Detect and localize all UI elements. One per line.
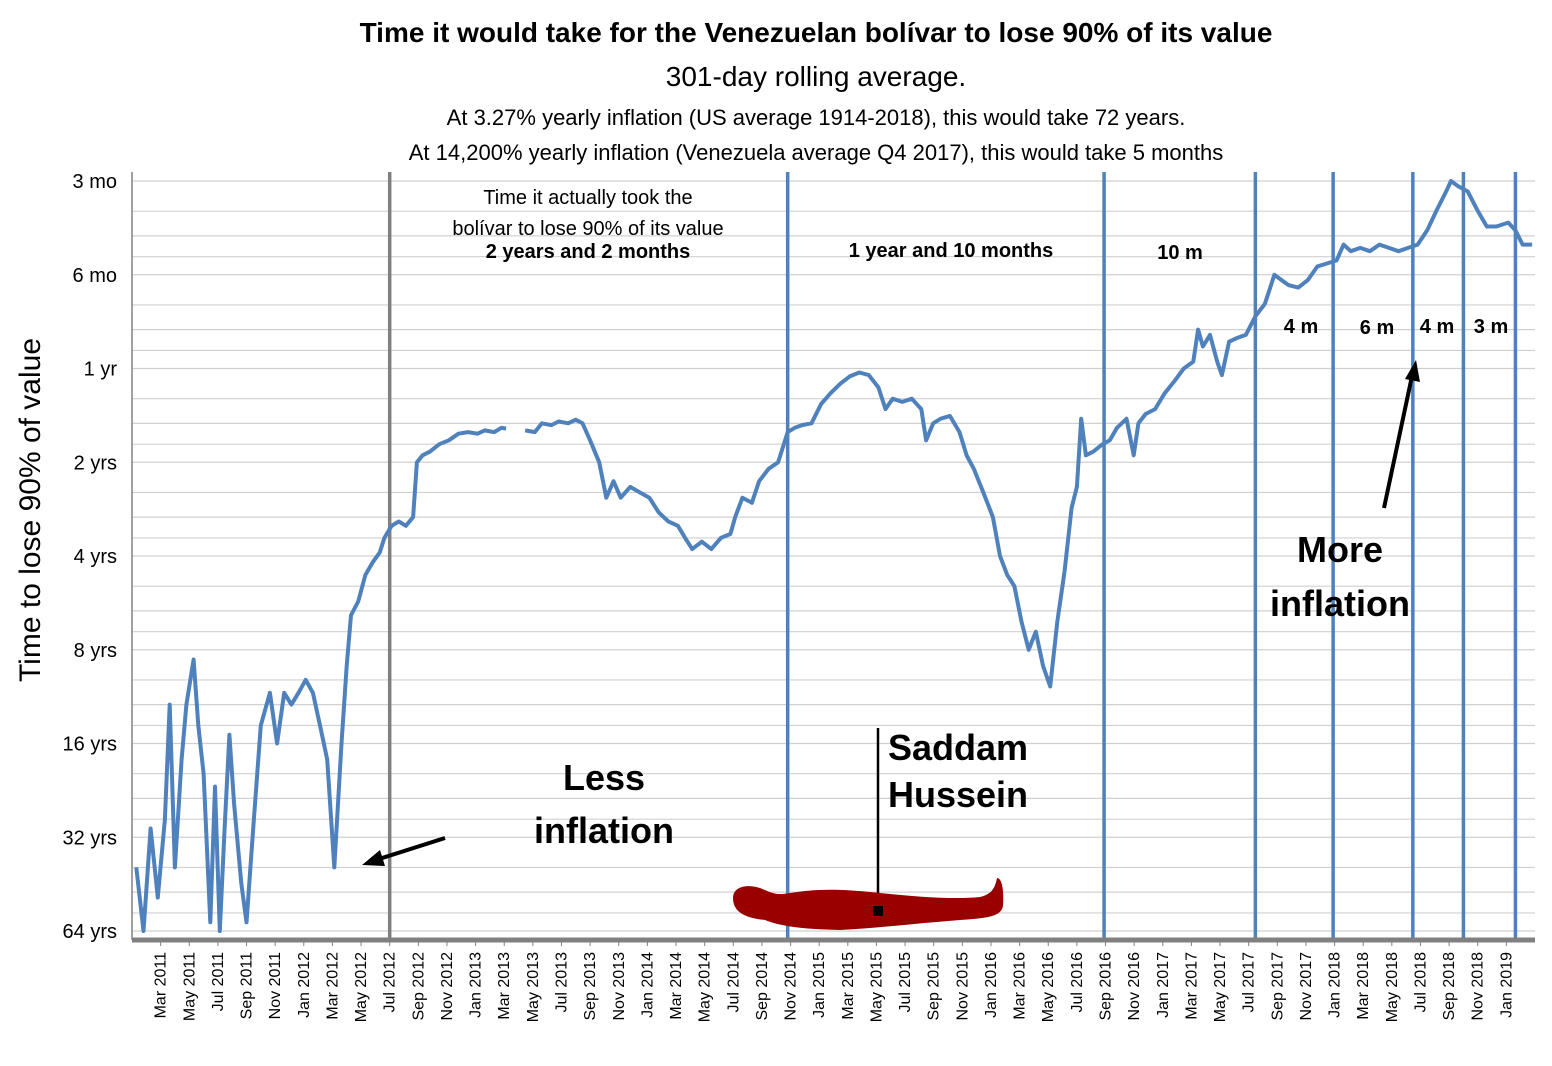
chart-note-1: At 3.27% yearly inflation (US average 19… — [447, 105, 1186, 130]
x-tick-label: Sep 2014 — [754, 952, 771, 1021]
x-tick-label: Sep 2016 — [1098, 952, 1115, 1021]
y-tick-label: 64 yrs — [63, 921, 117, 943]
period-label-1: 2 years and 2 months — [486, 241, 691, 263]
saddam-pointer-end — [873, 906, 883, 916]
y-tick-label: 32 yrs — [63, 827, 117, 849]
x-tick-label: Sep 2015 — [926, 952, 943, 1021]
x-tick-label: Jan 2014 — [639, 952, 656, 1018]
x-tick-label: Mar 2016 — [1012, 952, 1029, 1020]
x-tick-label: Jul 2014 — [725, 952, 742, 1013]
x-tick-label: Mar 2012 — [324, 952, 341, 1020]
x-tick-label: May 2012 — [353, 952, 370, 1022]
x-tick-label: Mar 2018 — [1355, 952, 1372, 1020]
less-inflation-arrowhead — [362, 850, 385, 866]
period-label-5: 6 m — [1360, 317, 1394, 339]
period-label-2: 1 year and 10 months — [849, 240, 1054, 262]
more-inflation-arrow — [1382, 375, 1414, 509]
x-tick-label: Mar 2014 — [668, 952, 685, 1020]
x-tick-label: Nov 2016 — [1126, 952, 1143, 1021]
more-inflation-line-1: More — [1297, 529, 1383, 570]
x-tick-label: Jul 2012 — [382, 952, 399, 1013]
series-group — [134, 179, 1533, 933]
less-inflation-arrow — [375, 836, 446, 862]
x-tick-label: May 2011 — [181, 952, 198, 1021]
period-label-3: 10 m — [1157, 242, 1203, 264]
x-tick-label: Jul 2011 — [210, 952, 227, 1011]
x-tick-label: May 2018 — [1384, 952, 1401, 1022]
x-tick-label: Jan 2016 — [983, 952, 1000, 1018]
less-inflation-line-2: inflation — [534, 810, 674, 851]
x-tick-label: Sep 2017 — [1269, 952, 1286, 1021]
x-ticks: Mar 2011 May 2011 Jul 2011 Sep 2011 Nov 2011… — [153, 940, 1515, 1022]
saddam-figure-icon — [733, 878, 1004, 930]
y-ticks: 3 mo 6 mo 1 yr 2 yrs 4 yrs 8 yrs 16 yrs 32 yrs 6… — [63, 171, 118, 943]
x-tick-label: Sep 2012 — [410, 952, 427, 1021]
grid — [132, 180, 1535, 932]
x-tick-label: Jan 2015 — [811, 952, 828, 1018]
y-axis-label: Time to lose 90% of value — [14, 338, 47, 682]
x-tick-label: Sep 2013 — [582, 952, 599, 1021]
y-tick-label: 3 mo — [73, 171, 117, 193]
period-label-4: 4 m — [1284, 316, 1318, 338]
x-tick-label: Jul 2016 — [1069, 952, 1086, 1013]
y-tick-label: 6 mo — [73, 265, 117, 287]
x-tick-label: Jan 2019 — [1498, 952, 1515, 1018]
x-tick-label: May 2013 — [525, 952, 542, 1022]
x-tick-label: May 2017 — [1212, 952, 1229, 1022]
y-tick-label: 1 yr — [84, 359, 118, 381]
x-tick-label: Sep 2018 — [1441, 952, 1458, 1021]
series-line — [134, 179, 1533, 933]
y-tick-label: 4 yrs — [74, 546, 117, 568]
x-tick-label: Nov 2018 — [1470, 952, 1487, 1021]
x-tick-label: Nov 2014 — [783, 952, 800, 1021]
x-tick-label: May 2014 — [697, 952, 714, 1022]
x-tick-label: Nov 2017 — [1298, 952, 1315, 1021]
x-tick-label: Mar 2017 — [1183, 952, 1200, 1020]
more-inflation-line-2: inflation — [1270, 583, 1410, 624]
x-tick-label: Jan 2018 — [1327, 952, 1344, 1018]
x-tick-label: Jan 2017 — [1155, 952, 1172, 1018]
period-heading-line-1: Time it actually took the — [483, 187, 692, 209]
saddam-label-line-2: Hussein — [888, 774, 1028, 815]
y-tick-label: 16 yrs — [63, 734, 117, 756]
x-tick-label: Mar 2015 — [840, 952, 857, 1020]
x-tick-label: Sep 2011 — [239, 952, 256, 1019]
chart-subtitle: 301-day rolling average. — [666, 61, 966, 92]
x-tick-label: Jan 2012 — [296, 952, 313, 1018]
period-label-7: 3 m — [1474, 316, 1508, 338]
x-tick-label: Nov 2013 — [611, 952, 628, 1021]
saddam-label-line-1: Saddam — [888, 727, 1028, 768]
y-tick-label: 8 yrs — [74, 640, 117, 662]
x-tick-label: Nov 2011 — [267, 952, 284, 1019]
x-tick-label: Mar 2013 — [496, 952, 513, 1020]
x-tick-label: Mar 2011 — [153, 952, 170, 1019]
more-inflation-arrowhead — [1405, 360, 1420, 382]
x-tick-label: Nov 2012 — [439, 952, 456, 1021]
x-tick-label: May 2016 — [1040, 952, 1057, 1022]
x-tick-label: Jul 2017 — [1241, 952, 1258, 1013]
x-tick-label: May 2015 — [868, 952, 885, 1022]
less-inflation-line-1: Less — [563, 757, 645, 798]
period-heading-line-2: bolívar to lose 90% of its value — [452, 218, 723, 240]
y-tick-label: 2 yrs — [74, 452, 117, 474]
chart-note-2: At 14,200% yearly inflation (Venezuela a… — [409, 140, 1224, 165]
chart-title: Time it would take for the Venezuelan bo… — [360, 17, 1273, 48]
x-tick-label: Jul 2015 — [897, 952, 914, 1013]
x-tick-label: Jul 2018 — [1412, 952, 1429, 1013]
period-dividers — [387, 172, 1518, 940]
x-tick-label: Nov 2015 — [954, 952, 971, 1021]
x-tick-label: Jan 2013 — [468, 952, 485, 1018]
x-tick-label: Jul 2013 — [553, 952, 570, 1013]
period-label-6: 4 m — [1420, 316, 1454, 338]
